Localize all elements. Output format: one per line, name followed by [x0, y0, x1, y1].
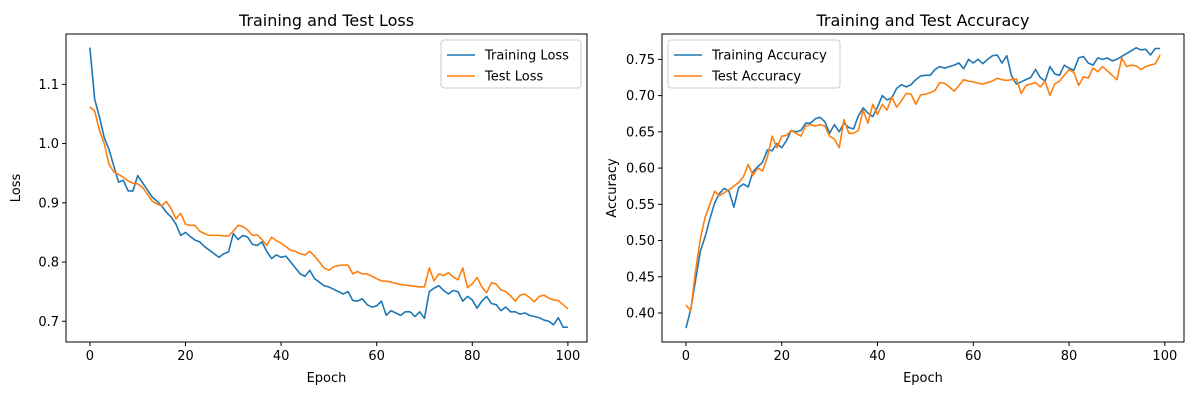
legend-label-test-loss: Test Loss	[484, 70, 543, 85]
accuracy-chart-title: Training and Test Accuracy	[815, 11, 1029, 30]
x-tick-label: 0	[86, 349, 94, 364]
legend-box	[667, 39, 841, 89]
loss-chart-legend: Training Loss Test Loss	[440, 39, 582, 89]
y-tick-label: 0.40	[626, 307, 655, 322]
y-tick-label: 0.9	[38, 196, 59, 211]
x-tick-label: 80	[464, 349, 481, 364]
y-tick-label: 0.65	[626, 125, 655, 140]
y-tick-label: 0.8	[38, 256, 59, 271]
loss-chart-title: Training and Test Loss	[238, 11, 414, 30]
loss-chart-frame	[65, 33, 588, 343]
y-tick-label: 0.55	[626, 198, 655, 213]
x-tick-label: 100	[555, 349, 580, 364]
accuracy-chart-legend: Training Accuracy Test Accuracy	[667, 39, 841, 89]
x-tick-label: 100	[1152, 349, 1177, 364]
accuracy-chart-x-axis-label: Epoch	[903, 371, 943, 386]
legend-label-training-accuracy: Training Accuracy	[711, 49, 827, 64]
loss-chart-x-axis-label: Epoch	[307, 371, 347, 386]
y-tick-label: 0.70	[626, 89, 655, 104]
loss-chart: Training and Test Loss Epoch Loss 0 20 40 6…	[9, 11, 588, 386]
y-tick-label: 0.7	[38, 315, 59, 330]
y-tick-label: 0.60	[626, 162, 655, 177]
series-line-test-accuracy	[685, 54, 1161, 312]
x-tick-label: 80	[1061, 349, 1078, 364]
legend-box	[440, 39, 582, 89]
y-tick-label: 0.75	[626, 53, 655, 68]
loss-chart-plot-area	[89, 47, 569, 328]
accuracy-chart-x-axis: 0 20 40 60 80 100	[682, 342, 1177, 364]
y-tick-label: 0.45	[626, 270, 655, 285]
y-tick-label: 1.1	[38, 78, 59, 93]
x-tick-label: 60	[368, 349, 385, 364]
legend-label-test-accuracy: Test Accuracy	[711, 70, 801, 85]
x-tick-label: 20	[177, 349, 194, 364]
loss-chart-y-axis: 0.7 0.8 0.9 1.0 1.1	[38, 78, 66, 330]
legend-label-training-loss: Training Loss	[484, 49, 569, 64]
y-tick-label: 0.50	[626, 234, 655, 249]
x-tick-label: 40	[869, 349, 886, 364]
accuracy-chart-y-axis: 0.40 0.45 0.50 0.55 0.60 0.65 0.70 0.75	[626, 53, 662, 322]
series-line-training-accuracy	[685, 46, 1161, 329]
series-line-test-loss	[89, 106, 569, 310]
x-tick-label: 0	[682, 349, 690, 364]
x-tick-label: 40	[273, 349, 290, 364]
x-tick-label: 60	[965, 349, 982, 364]
accuracy-chart-frame	[661, 33, 1185, 343]
series-line-training-loss	[89, 47, 568, 328]
loss-chart-x-axis: 0 20 40 60 80 100	[86, 342, 580, 364]
loss-chart-y-axis-label: Loss	[9, 174, 24, 203]
accuracy-chart-plot-area	[685, 46, 1161, 329]
accuracy-chart: Training and Test Accuracy Epoch Accurac…	[605, 11, 1185, 386]
accuracy-chart-y-axis-label: Accuracy	[605, 158, 620, 218]
y-tick-label: 1.0	[38, 137, 59, 152]
x-tick-label: 20	[773, 349, 790, 364]
